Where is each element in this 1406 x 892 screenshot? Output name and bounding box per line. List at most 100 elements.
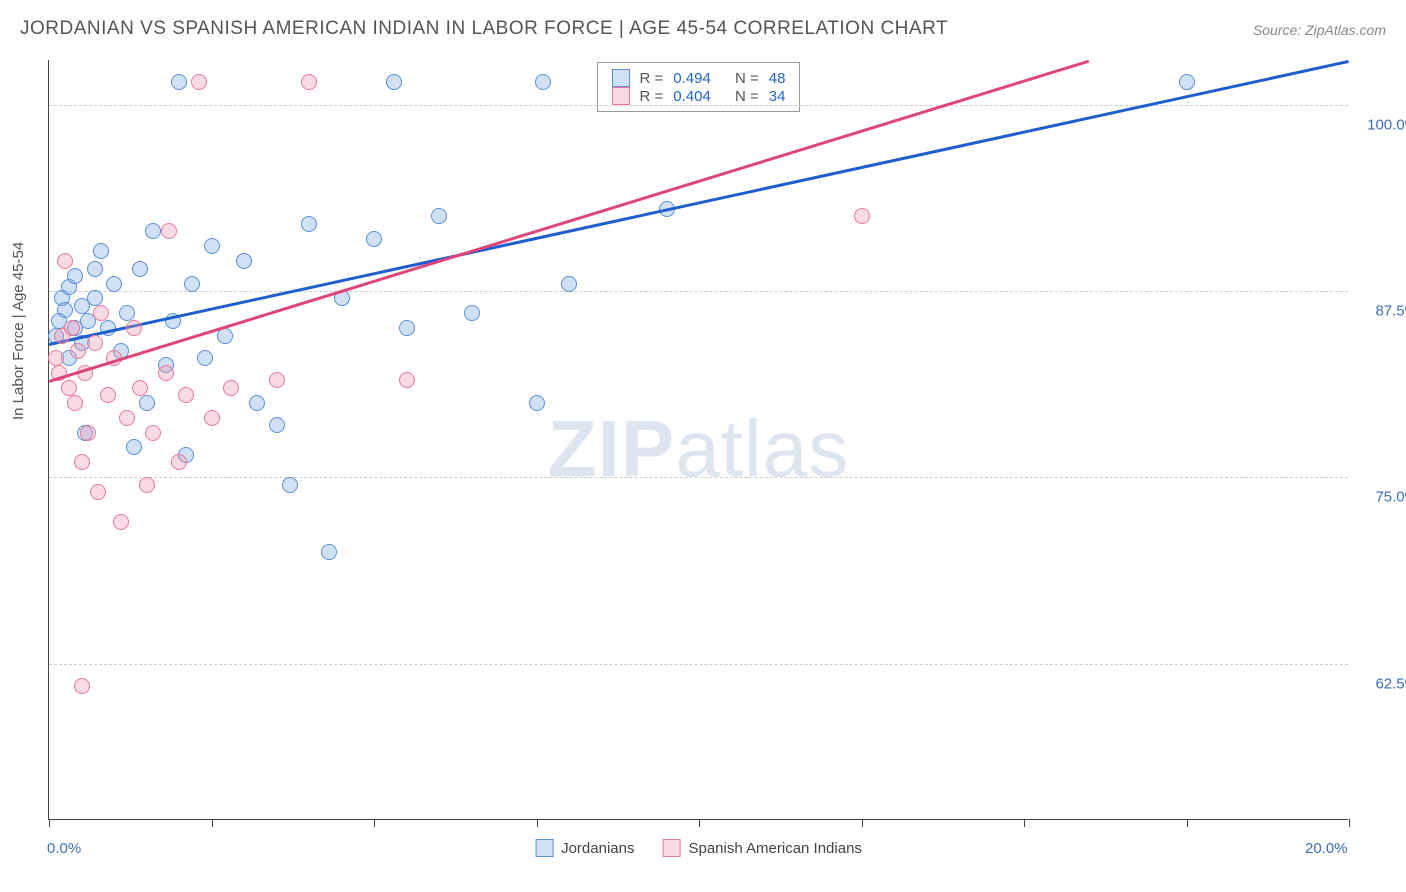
r-label-1: R = (640, 88, 664, 105)
r-label-0: R = (640, 70, 664, 87)
scatter-point (119, 410, 135, 426)
scatter-point (191, 74, 207, 90)
scatter-point (386, 74, 402, 90)
x-tick (374, 819, 375, 827)
source-label: Source: ZipAtlas.com (1253, 22, 1386, 38)
scatter-point (87, 290, 103, 306)
series-legend-item-0: Jordanians (535, 839, 634, 857)
x-tick-label: 20.0% (1305, 840, 1348, 857)
legend-row-1: R = 0.404 N = 34 (612, 87, 786, 105)
y-axis-label: In Labor Force | Age 45-54 (10, 242, 27, 420)
scatter-point (464, 305, 480, 321)
scatter-point (126, 439, 142, 455)
scatter-point (431, 208, 447, 224)
x-tick (1024, 819, 1025, 827)
scatter-point (70, 343, 86, 359)
watermark-rest: atlas (675, 404, 849, 493)
scatter-point (204, 410, 220, 426)
scatter-point (106, 276, 122, 292)
scatter-point (171, 74, 187, 90)
scatter-point (249, 395, 265, 411)
scatter-point (61, 380, 77, 396)
x-tick (537, 819, 538, 827)
n-value-0: 48 (769, 70, 786, 87)
trend-line (49, 60, 1090, 383)
scatter-point (171, 454, 187, 470)
scatter-point (269, 372, 285, 388)
scatter-point (197, 350, 213, 366)
scatter-point (178, 387, 194, 403)
x-tick (1187, 819, 1188, 827)
x-tick (212, 819, 213, 827)
grid-line (49, 291, 1348, 292)
y-tick-label: 75.0% (1375, 489, 1406, 506)
scatter-point (269, 417, 285, 433)
scatter-point (126, 320, 142, 336)
y-tick-label: 100.0% (1367, 116, 1406, 133)
scatter-point (321, 544, 337, 560)
series-legend-item-1: Spanish American Indians (662, 839, 861, 857)
scatter-point (854, 208, 870, 224)
scatter-point (184, 276, 200, 292)
x-tick (862, 819, 863, 827)
legend-swatch-1 (612, 87, 630, 105)
scatter-point (1179, 74, 1195, 90)
grid-line (49, 664, 1348, 665)
scatter-point (93, 305, 109, 321)
scatter-point (145, 425, 161, 441)
scatter-point (93, 243, 109, 259)
legend-swatch-0 (612, 69, 630, 87)
scatter-point (57, 253, 73, 269)
scatter-point (236, 253, 252, 269)
y-tick-label: 62.5% (1375, 675, 1406, 692)
scatter-point (161, 223, 177, 239)
scatter-point (399, 320, 415, 336)
x-tick (699, 819, 700, 827)
n-value-1: 34 (769, 88, 786, 105)
scatter-point (67, 268, 83, 284)
scatter-point (158, 365, 174, 381)
scatter-point (74, 678, 90, 694)
scatter-point (399, 372, 415, 388)
series-legend: Jordanians Spanish American Indians (535, 839, 862, 857)
scatter-point (282, 477, 298, 493)
scatter-point (139, 395, 155, 411)
scatter-point (119, 305, 135, 321)
watermark-bold: ZIP (548, 404, 675, 493)
scatter-point (535, 74, 551, 90)
scatter-point (80, 425, 96, 441)
scatter-point (67, 395, 83, 411)
chart-container: JORDANIAN VS SPANISH AMERICAN INDIAN IN … (0, 0, 1406, 892)
legend-row-0: R = 0.494 N = 48 (612, 69, 786, 87)
n-label-0: N = (735, 70, 759, 87)
scatter-point (301, 74, 317, 90)
n-label-1: N = (735, 88, 759, 105)
r-value-0: 0.494 (673, 70, 711, 87)
scatter-point (100, 387, 116, 403)
grid-line (49, 477, 1348, 478)
scatter-point (132, 380, 148, 396)
scatter-point (74, 454, 90, 470)
scatter-point (87, 261, 103, 277)
plot-area: ZIPatlas R = 0.494 N = 48 R = 0.404 N = … (48, 60, 1348, 820)
scatter-point (204, 238, 220, 254)
scatter-point (561, 276, 577, 292)
y-tick-label: 87.5% (1375, 302, 1406, 319)
scatter-point (145, 223, 161, 239)
series-swatch-0 (535, 839, 553, 857)
scatter-point (48, 350, 64, 366)
watermark: ZIPatlas (548, 403, 849, 495)
scatter-point (223, 380, 239, 396)
x-tick-label: 0.0% (47, 840, 81, 857)
scatter-point (87, 335, 103, 351)
series-swatch-1 (662, 839, 680, 857)
scatter-point (301, 216, 317, 232)
scatter-point (113, 514, 129, 530)
scatter-point (139, 477, 155, 493)
x-tick (49, 819, 50, 827)
scatter-point (64, 320, 80, 336)
series-label-1: Spanish American Indians (688, 840, 861, 857)
scatter-point (529, 395, 545, 411)
scatter-point (366, 231, 382, 247)
scatter-point (90, 484, 106, 500)
